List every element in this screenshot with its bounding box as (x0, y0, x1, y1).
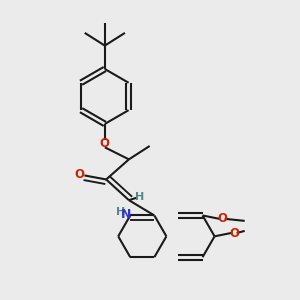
Text: O: O (217, 212, 227, 225)
Text: O: O (74, 168, 84, 181)
Text: O: O (100, 137, 110, 151)
Text: N: N (121, 208, 131, 221)
Text: H: H (135, 192, 144, 202)
Text: O: O (229, 227, 239, 240)
Text: H: H (116, 207, 125, 217)
